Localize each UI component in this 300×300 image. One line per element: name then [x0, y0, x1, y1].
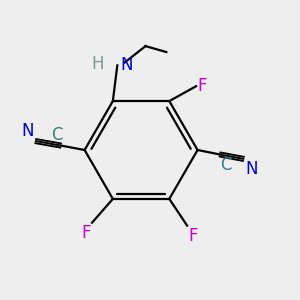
Text: C: C: [220, 156, 231, 174]
Text: F: F: [81, 224, 91, 242]
Text: N: N: [22, 122, 34, 140]
Text: N: N: [120, 56, 133, 74]
Text: F: F: [198, 77, 207, 95]
Text: F: F: [189, 227, 198, 245]
Text: C: C: [51, 126, 62, 144]
Text: N: N: [245, 160, 258, 178]
Text: H: H: [92, 55, 104, 73]
